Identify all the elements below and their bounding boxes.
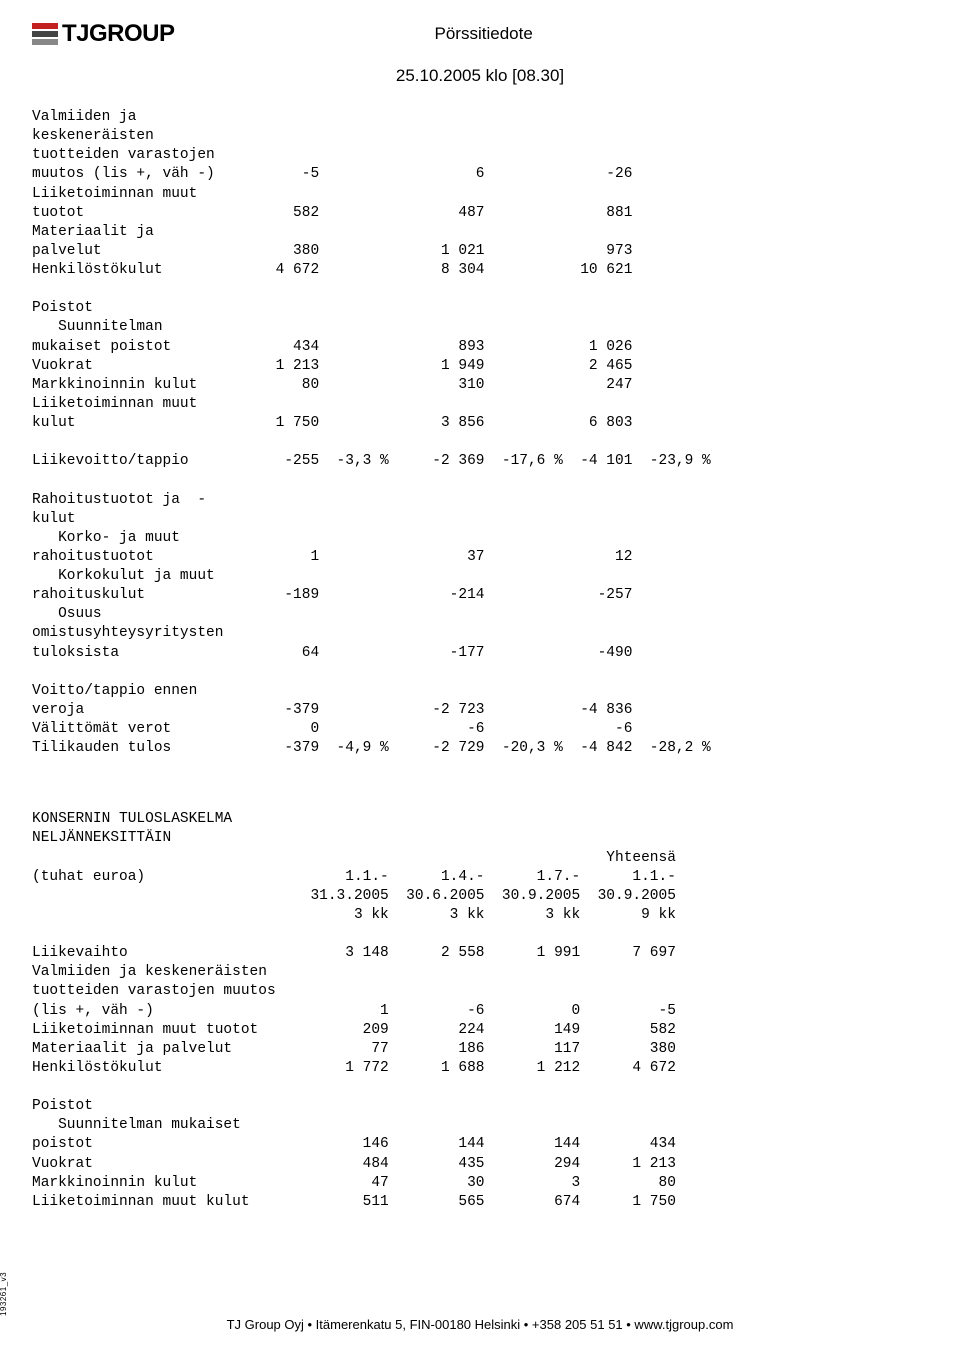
header: TJGROUP Pörssitiedote	[32, 20, 928, 48]
income-statement-section-1: Valmiiden ja keskeneräisten tuotteiden v…	[32, 108, 928, 758]
logo-text: TJGROUP	[62, 20, 175, 48]
logo: TJGROUP	[32, 20, 175, 48]
release-title: Pörssitiedote	[435, 24, 533, 44]
side-code: 193261_v3	[0, 1272, 8, 1316]
footer-text: TJ Group Oyj • Itämerenkatu 5, FIN-00180…	[0, 1317, 960, 1332]
income-statement-quarterly: KONSERNIN TULOSLASKELMA NELJÄNNEKSITTÄIN…	[32, 810, 928, 1212]
logo-mark-icon	[32, 23, 58, 45]
release-date: 25.10.2005 klo [08.30]	[32, 66, 928, 86]
